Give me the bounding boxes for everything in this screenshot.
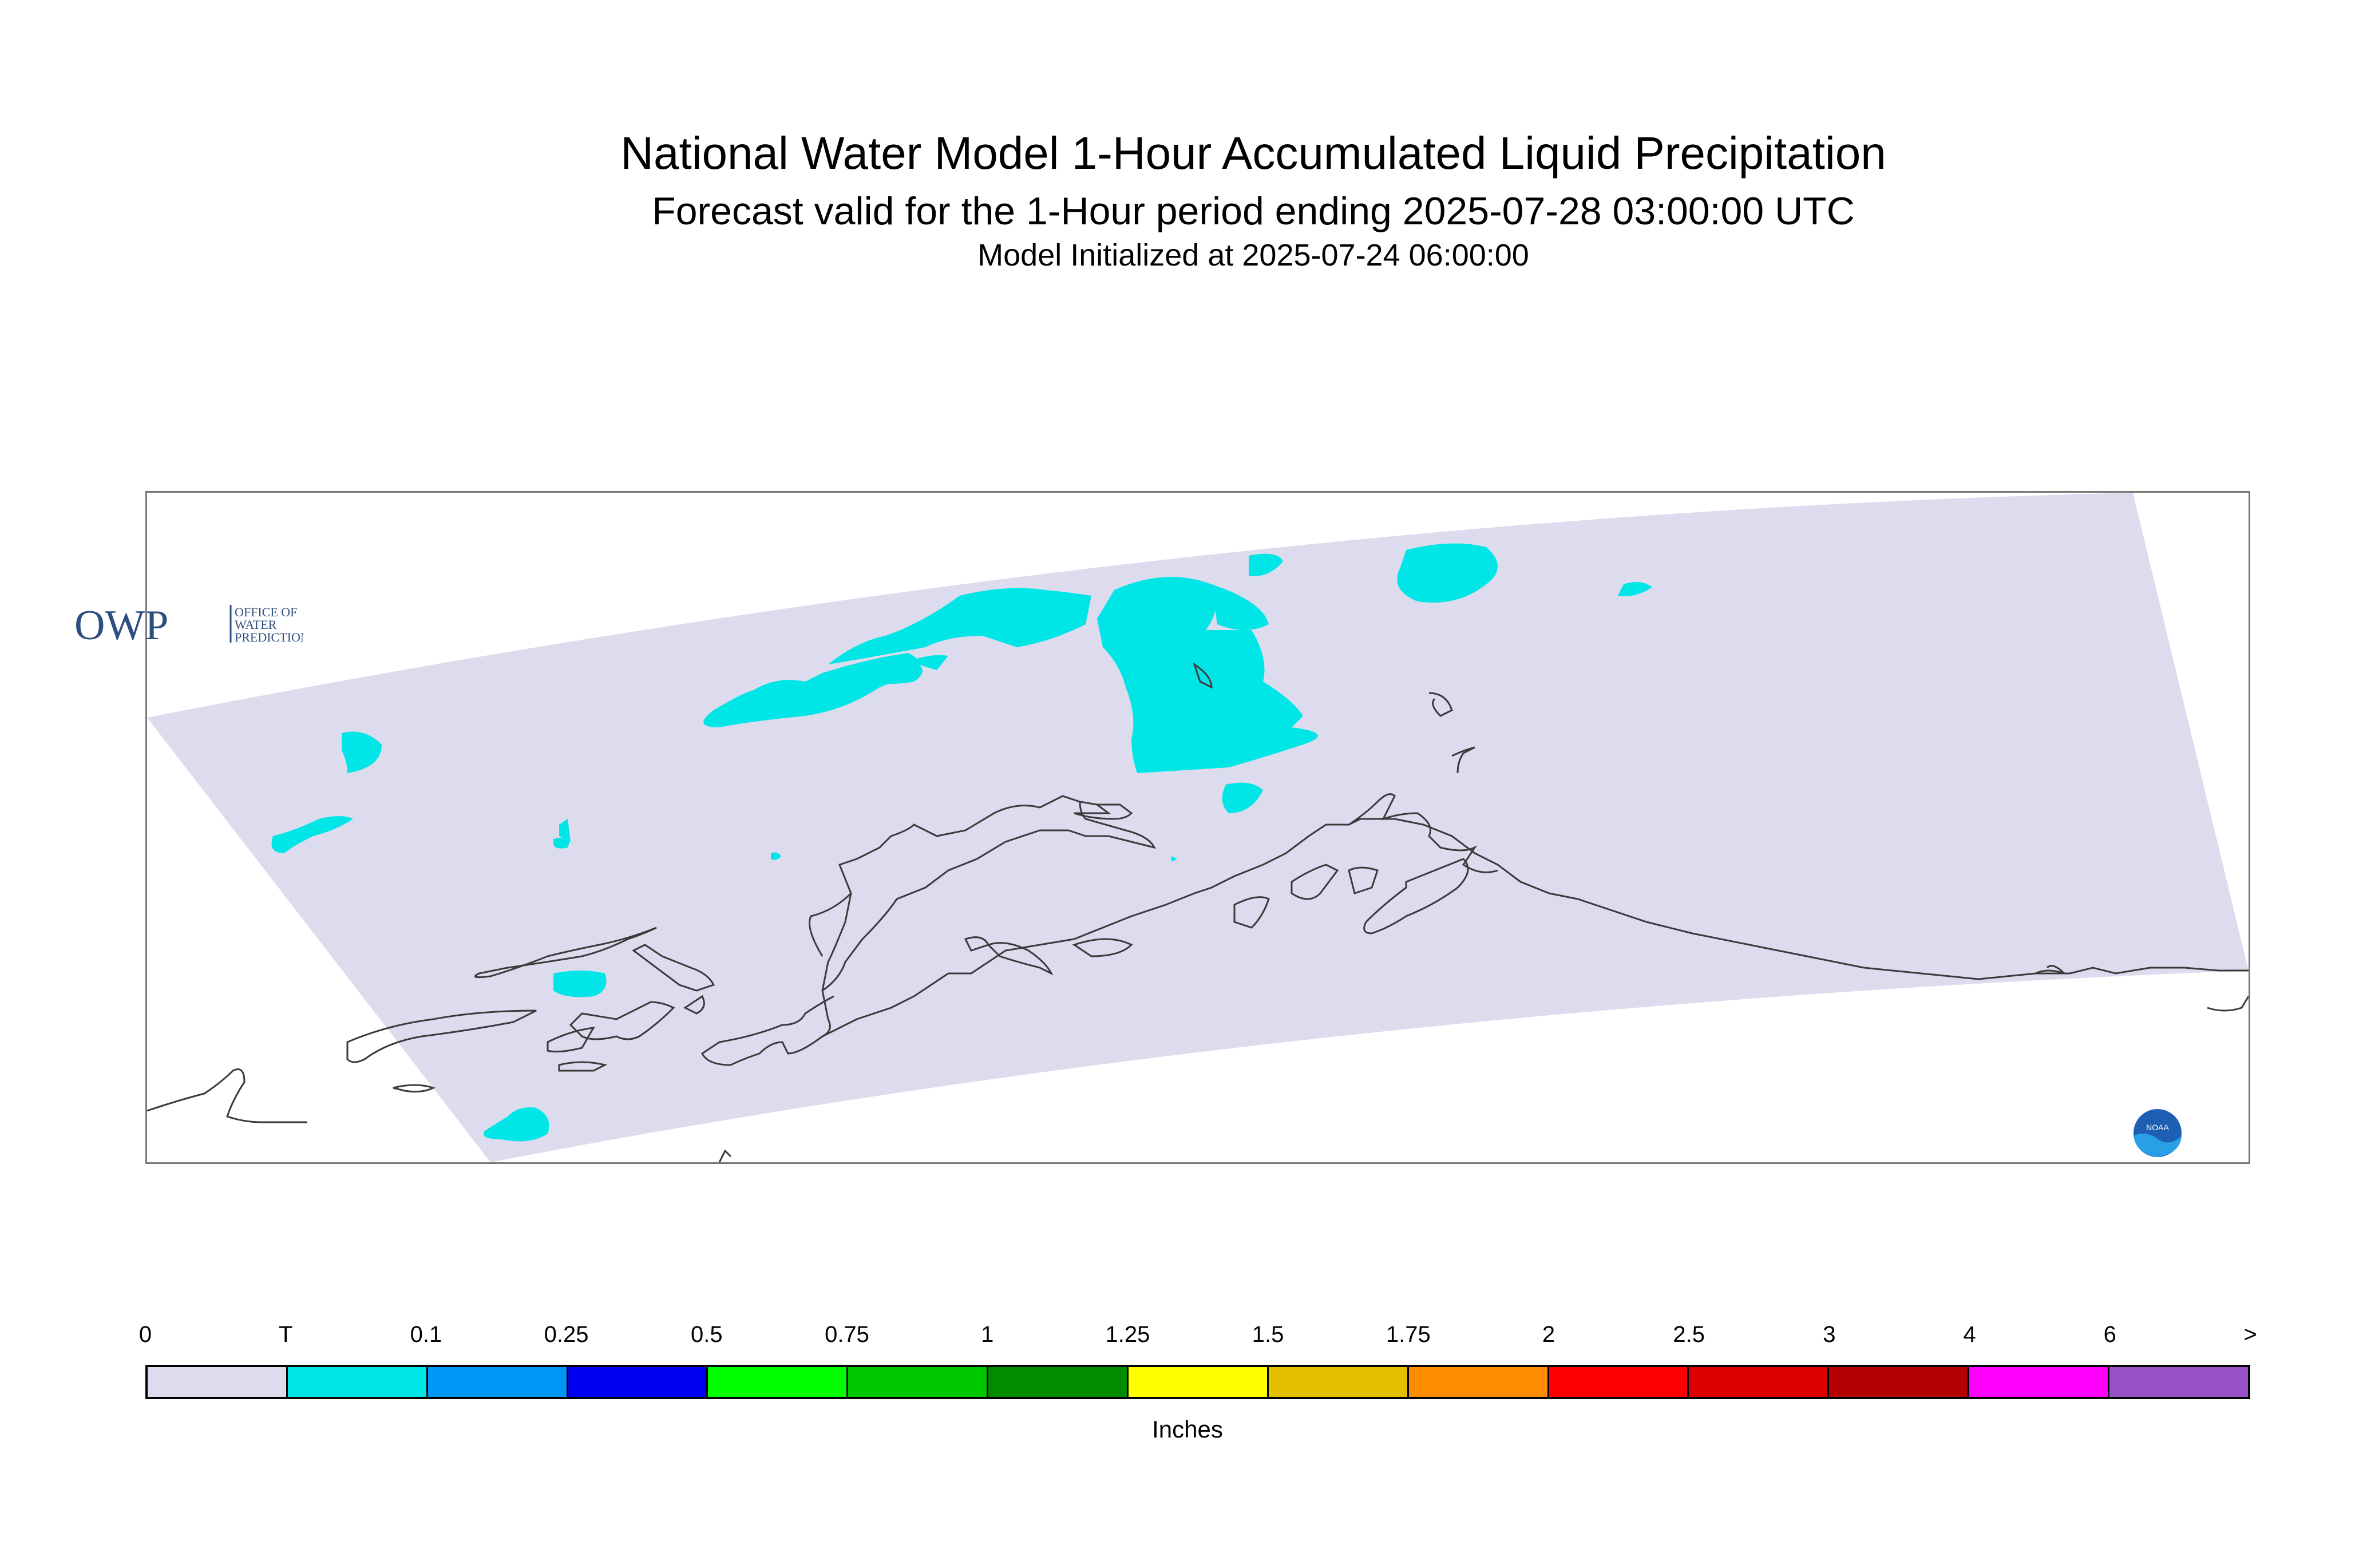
coastline (1348, 866, 1379, 894)
colorbar-segment (1408, 1367, 1549, 1397)
colorbar-tick-label: T (278, 1322, 293, 1347)
colorbar-tick-label: 1 (981, 1322, 994, 1347)
precip-area (1222, 782, 1263, 813)
colorbar-tick-label: 2.5 (1673, 1322, 1705, 1347)
precip-area (1171, 856, 1177, 862)
precip-area (771, 852, 781, 860)
model-init-subtitle: Model Initialized at 2025-07-24 06:00:00 (977, 238, 1529, 272)
coastline (393, 1084, 436, 1093)
map-title: National Water Model 1-Hour Accumulated … (620, 128, 1886, 179)
colorbar-segment (988, 1367, 1129, 1397)
coastline (964, 936, 990, 952)
owp-logo-line2: WATER (235, 617, 277, 632)
coastline (147, 1068, 307, 1123)
colorbar-units-label: Inches (1152, 1416, 1223, 1443)
colorbar-tick-label: 1.75 (1386, 1322, 1431, 1347)
coastline (346, 1009, 537, 1063)
colorbar-segment (1689, 1367, 1830, 1397)
coastline (821, 893, 852, 1038)
colorbar-tick-label: > (2243, 1322, 2257, 1347)
colorbar-tick-label: 0.25 (544, 1322, 589, 1347)
precip-area (553, 837, 571, 849)
colorbar-segment (568, 1367, 708, 1397)
coastline (1451, 746, 1475, 774)
forecast-valid-subtitle: Forecast valid for the 1-Hour period end… (652, 189, 1855, 233)
precip-area (1397, 543, 1498, 603)
precip-area (908, 655, 948, 670)
colorbar-tick-label: 1.25 (1105, 1322, 1150, 1347)
colorbar-tick-label: 0.75 (825, 1322, 869, 1347)
outside-domain-left (147, 718, 490, 1162)
owp-logo-line3: PREDICTION (235, 630, 303, 644)
coastline (1194, 818, 2249, 980)
coastline (632, 944, 715, 992)
colorbar-tick-label: 2 (1542, 1322, 1555, 1347)
precip-area (342, 731, 382, 773)
colorbar-segment (708, 1367, 849, 1397)
precip-area (1212, 584, 1269, 630)
precip-area (553, 971, 607, 997)
colorbar-tick-label: 0.1 (410, 1322, 442, 1347)
colorbar-tick-label: 4 (1963, 1322, 1976, 1347)
coastline (2035, 965, 2065, 975)
colorbar-tick-label: 1.5 (1252, 1322, 1284, 1347)
colorbar-segment (1969, 1367, 2110, 1397)
owp-logo-line1: OFFICE OF (235, 605, 297, 619)
coastline (1072, 938, 1133, 957)
coastline (558, 1061, 608, 1072)
model-domain (147, 493, 2249, 1162)
coastline (547, 1027, 595, 1053)
coastline (1428, 692, 1453, 717)
colorbar-tick-label: 0 (138, 1322, 152, 1347)
owp-logo-text: OWP (74, 602, 168, 649)
colorbar-segment (848, 1367, 989, 1397)
colorbar-segment (1549, 1367, 1689, 1397)
colorbar-segment (148, 1367, 288, 1397)
colorbar (145, 1365, 2250, 1399)
colorbar-segment (1129, 1367, 1269, 1397)
coastline (701, 995, 834, 1066)
precip-area (1249, 553, 1283, 576)
owp-logo: OWP OFFICE OF WATER PREDICTION (74, 592, 310, 658)
precip-area (857, 659, 923, 684)
colorbar-segment (428, 1367, 568, 1397)
precip-area (559, 819, 571, 842)
coastline (683, 995, 705, 1015)
noaa-logo: NOAA (2132, 1107, 2183, 1162)
coastline (1363, 858, 1469, 935)
map-frame (145, 491, 2250, 1164)
coastline (1193, 662, 1213, 689)
precip-area (271, 816, 353, 853)
colorbar-segment (2109, 1367, 2248, 1397)
coastline (569, 1001, 675, 1040)
coastline (718, 1149, 732, 1162)
colorbar-tick-label: 6 (2103, 1322, 2116, 1347)
colorbar-tick-label: 3 (1823, 1322, 1836, 1347)
colorbar-segment (1268, 1367, 1409, 1397)
colorbar-segment (287, 1367, 428, 1397)
coastline (1291, 864, 1339, 900)
precip-area (1618, 582, 1652, 596)
coastline (2207, 996, 2249, 1012)
precip-map (147, 493, 2249, 1162)
precip-area (828, 588, 1091, 664)
coastline (987, 942, 1054, 976)
outside-domain-right (2133, 493, 2249, 971)
noaa-logo-text: NOAA (2146, 1123, 2169, 1132)
coastline (1233, 896, 1270, 929)
coastline (1348, 793, 1498, 873)
coastlines (147, 662, 2249, 1162)
coastline (822, 892, 1195, 1038)
precip-area (484, 1107, 549, 1142)
colorbar-tick-label: 0.5 (690, 1322, 723, 1347)
coastline (474, 926, 657, 979)
colorbar-segment (1829, 1367, 1970, 1397)
